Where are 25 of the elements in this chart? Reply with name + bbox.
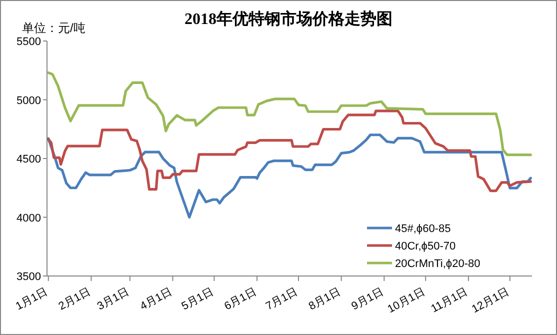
x-tick-label: 5月1日 xyxy=(180,286,216,313)
x-tick-label: 2月1日 xyxy=(56,286,93,313)
y-tick-label: 5000 xyxy=(16,94,41,107)
x-tick-label: 11月1日 xyxy=(429,286,470,316)
line-series xyxy=(47,110,532,192)
x-tick-label: 6月1日 xyxy=(222,286,258,313)
x-tick-label: 10月1日 xyxy=(386,286,428,316)
y-axis-title: 单位：元/吨 xyxy=(22,21,86,35)
x-tick-label: 12月1日 xyxy=(470,286,512,316)
line-series xyxy=(47,134,532,219)
legend-label: 40Cr,ϕ50-70 xyxy=(395,240,456,252)
chart-title: 2018年优特钢市场价格走势图 xyxy=(184,10,392,28)
x-tick-label: 1月1日 xyxy=(14,286,50,313)
y-tick-label: 4000 xyxy=(16,212,41,224)
x-tick-label: 9月1日 xyxy=(350,286,386,313)
y-tick-label: 3500 xyxy=(16,271,41,283)
x-tick-label: 3月1日 xyxy=(95,286,132,313)
x-tick-label: 8月1日 xyxy=(306,286,343,313)
y-tick-label: 4500 xyxy=(16,154,41,166)
x-tick-label: 4月1日 xyxy=(138,286,174,313)
x-tick-label: 7月1日 xyxy=(264,286,300,313)
legend-label: 45#,ϕ60-85 xyxy=(395,223,451,235)
line-series xyxy=(47,71,532,156)
legend-label: 20CrMnTi,ϕ20-80 xyxy=(395,258,480,270)
y-tick-label: 5500 xyxy=(16,36,41,48)
